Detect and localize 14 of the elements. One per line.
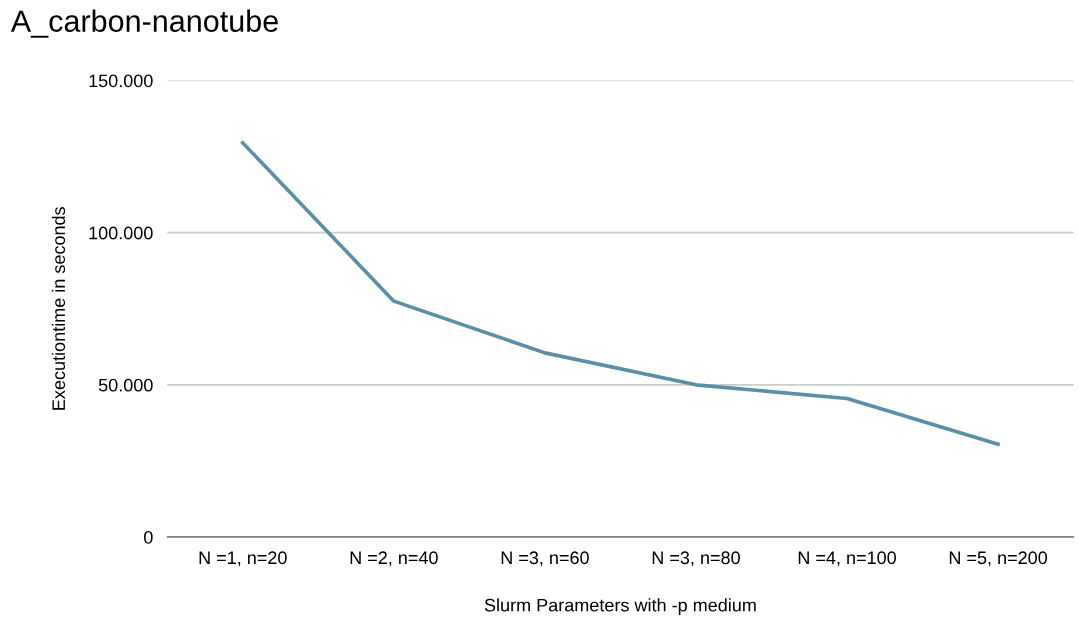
y-tick-label: 100.000	[89, 226, 153, 240]
y-tick-label: 0	[144, 530, 153, 544]
x-axis-title: Slurm Parameters with -p medium	[484, 598, 756, 616]
x-tick-label: N =2, n=40	[350, 551, 438, 567]
line-series	[240, 141, 1000, 446]
x-tick-label: N =4, n=100	[798, 551, 896, 567]
y-tick-label: 150.000	[89, 74, 153, 88]
x-tick-label: N =1, n=20	[199, 551, 287, 567]
chart-title: A_carbon-nanotube	[10, 9, 278, 38]
x-tick-label: N =5, n=200	[949, 551, 1048, 567]
y-axis-title: Executiontime in seconds	[51, 207, 66, 410]
x-tick-label: N =3, n=80	[652, 551, 740, 567]
y-tick-label: 50.000	[98, 378, 153, 392]
x-tick-label: N =3, n=60	[501, 551, 589, 567]
